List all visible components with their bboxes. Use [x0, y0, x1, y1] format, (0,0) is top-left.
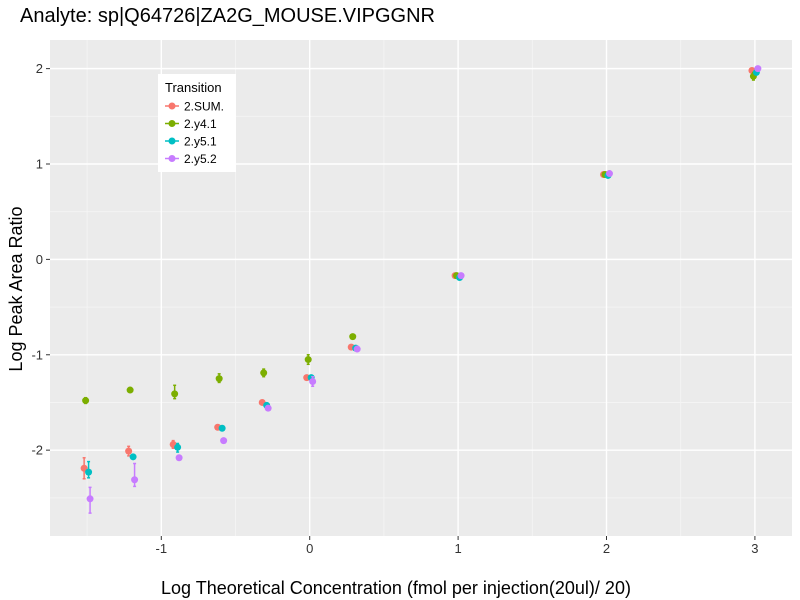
data-point — [126, 386, 134, 394]
y-tick-label: 2 — [36, 61, 43, 76]
x-axis: -1 0 1 2 3 — [156, 536, 759, 556]
legend-item: 2.y5.1 — [165, 135, 217, 149]
data-points — [80, 65, 762, 514]
data-point — [349, 333, 357, 341]
data-point — [260, 369, 268, 377]
legend-label: 2.y5.2 — [184, 152, 217, 166]
data-point — [129, 453, 137, 461]
data-point — [131, 476, 139, 484]
data-point — [86, 495, 94, 503]
legend-item: 2.SUM. — [165, 100, 224, 114]
legend-title: Transition — [165, 80, 222, 95]
legend-label: 2.y4.1 — [184, 117, 217, 131]
data-point — [457, 272, 465, 280]
legend-label: 2.y5.1 — [184, 135, 217, 149]
data-point — [304, 356, 312, 364]
grid-minor — [50, 40, 792, 536]
legend-item: 2.y4.1 — [165, 117, 217, 131]
x-tick-label: 0 — [306, 541, 313, 556]
x-tick-label: 2 — [603, 541, 610, 556]
legend-key-point — [168, 155, 176, 162]
data-point — [125, 447, 133, 455]
data-point — [220, 437, 228, 445]
data-point — [754, 65, 762, 73]
grid-major — [50, 40, 792, 536]
y-tick-label: 1 — [36, 157, 43, 172]
data-point — [218, 424, 226, 432]
y-axis: -2 -1 0 1 2 — [31, 61, 50, 458]
data-point — [605, 170, 613, 178]
data-point — [171, 390, 179, 398]
y-tick-label: 0 — [36, 252, 43, 267]
x-axis-title: Log Theoretical Concentration (fmol per … — [161, 578, 631, 598]
legend-key-point — [168, 137, 176, 145]
x-tick-label: -1 — [156, 541, 168, 556]
legend-key-point — [168, 120, 176, 127]
data-point — [309, 377, 317, 385]
y-axis-title: Log Peak Area Ratio — [6, 206, 26, 371]
x-tick-label: 3 — [751, 541, 758, 556]
data-point — [175, 454, 183, 462]
legend: Transition 2.SUM. 2.y4.1 2.y5.1 2.y5.2 — [158, 74, 236, 172]
legend-key-point — [168, 102, 176, 110]
chart-title: Analyte: sp|Q64726|ZA2G_MOUSE.VIPGGNR — [20, 5, 435, 27]
legend-item: 2.y5.2 — [165, 152, 217, 166]
data-point — [85, 468, 93, 476]
y-tick-label: -2 — [31, 443, 43, 458]
legend-label: 2.SUM. — [184, 100, 224, 114]
data-point — [82, 397, 90, 405]
data-point — [174, 443, 182, 451]
series-3 — [86, 65, 762, 514]
data-point — [215, 375, 223, 383]
y-tick-label: -1 — [31, 347, 43, 362]
x-tick-label: 1 — [454, 541, 461, 556]
data-point — [353, 345, 361, 353]
data-point — [264, 404, 272, 412]
